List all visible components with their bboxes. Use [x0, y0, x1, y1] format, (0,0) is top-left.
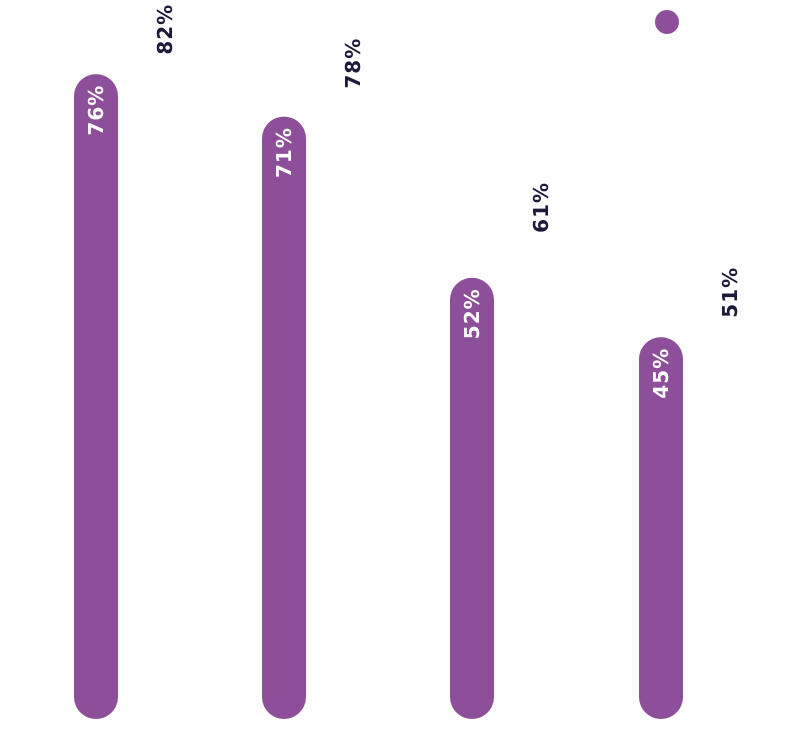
bar-value-label-2: 71% — [272, 127, 296, 178]
bar-value-label-3: 52% — [460, 288, 484, 339]
bar-3 — [450, 277, 494, 719]
secondary-value-label-2: 78% — [341, 38, 365, 89]
bar-value-label-1: 76% — [84, 85, 108, 136]
secondary-value-label-3: 61% — [529, 182, 553, 233]
bar-2 — [262, 116, 306, 719]
secondary-value-label-4: 51% — [718, 267, 742, 318]
secondary-value-label-1: 82% — [153, 4, 177, 55]
legend-marker — [655, 10, 679, 34]
bar-1 — [74, 74, 118, 719]
bar-value-label-4: 45% — [649, 348, 673, 399]
bar-4 — [639, 337, 683, 719]
